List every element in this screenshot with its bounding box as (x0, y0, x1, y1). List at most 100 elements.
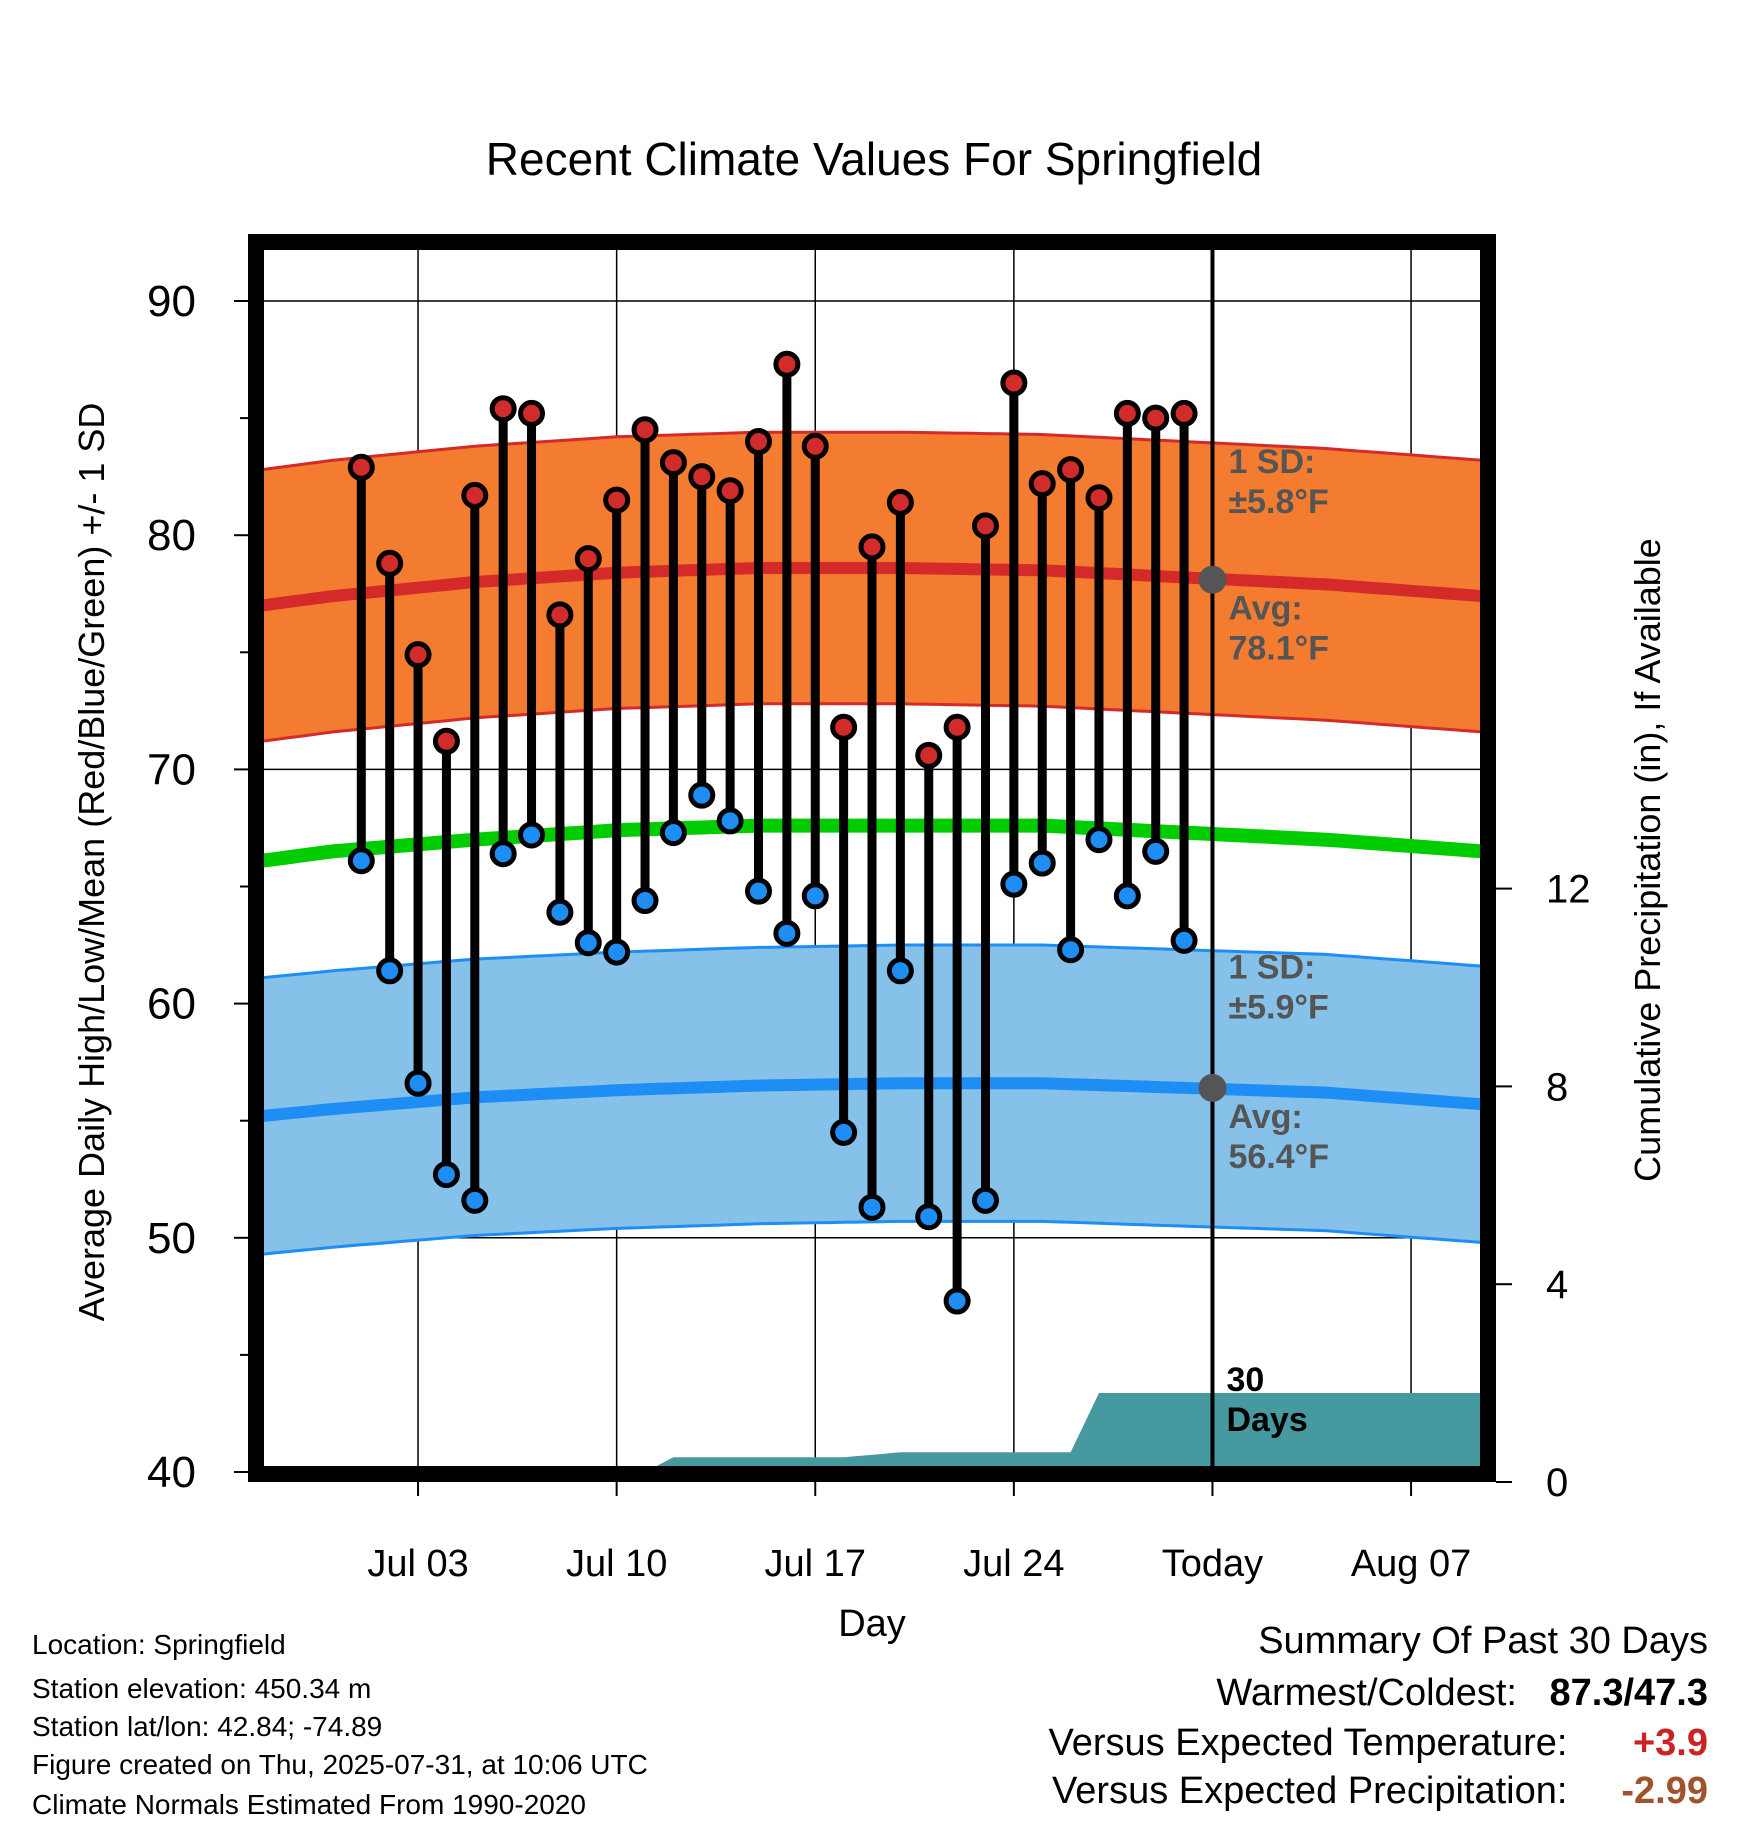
y2-tick-label: 0 (1546, 1461, 1568, 1505)
low-point (858, 1193, 886, 1221)
station-info-created: Figure created on Thu, 2025-07-31, at 10… (32, 1748, 648, 1782)
high-point (858, 533, 886, 561)
summary-temp-row: Versus Expected Temperature: +3.9 (1049, 1722, 1708, 1765)
low-point (1142, 837, 1170, 865)
low-point (971, 1186, 999, 1214)
high-point (603, 486, 631, 514)
y-tick-label: 40 (147, 1448, 196, 1497)
info-location: Location: Springfield (32, 1629, 286, 1660)
x-tick-label: Today (1162, 1543, 1263, 1585)
low-point (943, 1287, 971, 1315)
summary-panel: Summary Of Past 30 Days Warmest/Coldest:… (908, 1620, 1708, 1820)
high-point (404, 641, 432, 669)
precipitation-area (527, 1393, 1482, 1474)
y2-axis-label: Cumulative Precipitation (in), If Availa… (1627, 538, 1668, 1182)
high-sd-label: 1 SD: (1228, 443, 1315, 481)
high-sd-value: ±5.8°F (1228, 483, 1328, 521)
low-point (347, 847, 375, 875)
y-tick-label: 70 (147, 745, 196, 794)
high-point (801, 432, 829, 460)
y-tick-label: 80 (147, 511, 196, 560)
high-point (347, 453, 375, 481)
low-avg-label: Avg: (1228, 1098, 1302, 1136)
low-point (404, 1069, 432, 1097)
low-point (688, 781, 716, 809)
low-point (546, 898, 574, 926)
low-avg-value: 56.4°F (1228, 1138, 1329, 1176)
station-info-elevation: Station elevation: 450.34 m (32, 1672, 371, 1706)
summary-warmest-row: Warmest/Coldest: 87.3/47.3 (1216, 1672, 1708, 1715)
low-point (1113, 882, 1141, 910)
high-point (546, 601, 574, 629)
warmest-value: 87.3/47.3 (1549, 1672, 1708, 1714)
precip-fill (527, 1393, 1482, 1474)
low-point (631, 887, 659, 915)
low-point (1170, 926, 1198, 954)
low-point (432, 1161, 460, 1189)
high-point (688, 463, 716, 491)
station-info-latlon: Station lat/lon: 42.84; -74.89 (32, 1710, 382, 1744)
low-sd-lower-line (262, 1219, 1482, 1256)
warmest-label: Warmest/Coldest: (1216, 1672, 1517, 1714)
y-axis-left: 40 50 60 70 80 90 (147, 277, 248, 1497)
high-point (1028, 470, 1056, 498)
high-point (489, 395, 517, 423)
daily-range-stems (347, 350, 1198, 1315)
high-point (830, 713, 858, 741)
x-tick-label: Aug 07 (1351, 1543, 1471, 1585)
info-created: Figure created on Thu, 2025-07-31, at 10… (32, 1749, 648, 1780)
high-sd-upper-line (262, 430, 1482, 472)
high-point (659, 449, 687, 477)
low-point (886, 957, 914, 985)
x-axis-label: Day (838, 1603, 906, 1645)
precip-value: -2.99 (1621, 1770, 1708, 1812)
plot-frame (248, 234, 1496, 1482)
temp-label: Versus Expected Temperature: (1048, 1722, 1568, 1764)
high-point (1113, 399, 1141, 427)
high-point (943, 713, 971, 741)
high-point (1057, 456, 1085, 484)
y2-tick-label: 12 (1546, 868, 1591, 912)
x-axis: Jul 03 Jul 10 Jul 17 Jul 24 Today Aug 07 (367, 1482, 1471, 1585)
precip-label: Versus Expected Precipitation: (1052, 1770, 1568, 1812)
low-point (801, 882, 829, 910)
high-point (432, 727, 460, 755)
low-point (745, 877, 773, 905)
high-point (631, 416, 659, 444)
low-point (915, 1203, 943, 1231)
low-point (1085, 826, 1113, 854)
high-point (971, 512, 999, 540)
high-point (1142, 404, 1170, 432)
high-point (886, 488, 914, 516)
low-point (716, 807, 744, 835)
x-tick-label: Jul 17 (765, 1543, 866, 1585)
low-point (518, 821, 546, 849)
y-tick-label: 90 (147, 277, 196, 326)
high-point (1170, 399, 1198, 427)
days-count: 30 (1226, 1361, 1264, 1399)
high-point (745, 428, 773, 456)
x-tick-label: Jul 10 (566, 1543, 667, 1585)
low-avg-marker (1198, 1073, 1227, 1102)
low-point (489, 840, 517, 868)
high-point (915, 741, 943, 769)
high-avg-marker (1198, 565, 1227, 594)
y-tick-label: 60 (147, 980, 196, 1029)
info-normals: Climate Normals Estimated From 1990-2020 (32, 1789, 586, 1820)
info-latlon: Station lat/lon: 42.84; -74.89 (32, 1711, 383, 1742)
low-sd-value: ±5.9°F (1228, 989, 1328, 1027)
x-tick-label: Jul 03 (367, 1543, 468, 1585)
low-point (1028, 849, 1056, 877)
x-tick-label: Jul 24 (963, 1543, 1064, 1585)
low-point (603, 938, 631, 966)
high-point (773, 350, 801, 378)
low-point (830, 1118, 858, 1146)
high-point (1000, 369, 1028, 397)
low-point (376, 957, 404, 985)
days-word: Days (1226, 1401, 1307, 1439)
y2-tick-label: 4 (1546, 1263, 1568, 1307)
band-annotations: 1 SD: ±5.8°F Avg: 78.1°F 1 SD: ±5.9°F Av… (1198, 443, 1329, 1439)
high-point (518, 399, 546, 427)
high-point (461, 481, 489, 509)
